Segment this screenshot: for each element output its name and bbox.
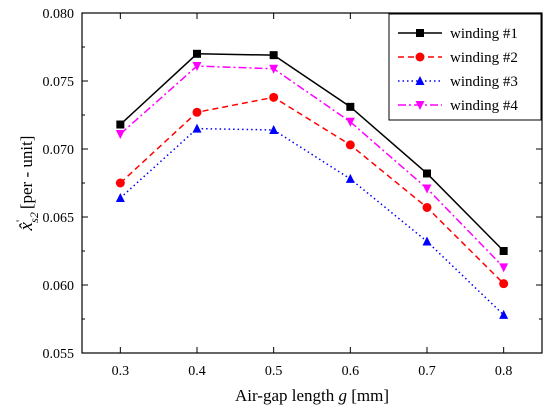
y-tick-label: 0.060: [43, 279, 75, 294]
y-axis-title: x̂'s2 [per - unit]: [13, 136, 41, 232]
series-line: [119, 65, 505, 268]
data-point: [422, 236, 432, 246]
x-tick-label: 0.3: [112, 364, 130, 379]
data-point: [499, 279, 509, 289]
data-point: [269, 124, 279, 134]
x-tick-label: 0.8: [495, 364, 513, 379]
data-point: [192, 123, 202, 133]
series-3: [115, 123, 509, 319]
data-point: [345, 173, 355, 183]
data-point: [423, 169, 431, 178]
legend-label: winding #1: [450, 26, 518, 42]
series-line: [119, 53, 505, 252]
data-point: [499, 309, 509, 319]
legend-marker: [415, 52, 425, 62]
series-1: [116, 49, 508, 255]
data-point: [269, 64, 279, 74]
data-point: [422, 184, 432, 194]
legend-label: winding #4: [450, 98, 518, 114]
y-tick-label: 0.080: [43, 7, 75, 22]
series-4: [115, 62, 509, 273]
axes: 0.3 0.4 0.5 0.6 0.7 0.8 0.055 0.060 0.065 0.070 0.…: [43, 7, 542, 379]
y-tick-label: 0.065: [43, 211, 75, 226]
legend-marker: [415, 76, 425, 85]
legend-box: [388, 13, 542, 121]
data-point: [346, 102, 355, 111]
data-point: [115, 130, 125, 140]
legend-label: winding #3: [450, 74, 518, 90]
y-tick-label: 0.075: [43, 75, 75, 90]
series-2: [115, 92, 509, 289]
legend: winding #1 winding #2 winding #3 winding #4: [388, 13, 542, 121]
legend-marker: [415, 101, 425, 110]
legend-item: winding #2: [398, 50, 518, 66]
data-point: [115, 178, 125, 188]
data-point: [345, 140, 355, 150]
series-line: [119, 127, 505, 316]
legend-item: winding #4: [398, 98, 518, 114]
data-point: [345, 117, 355, 127]
data-point: [116, 120, 125, 129]
y-axis-title-symbol: x̂: [16, 221, 37, 231]
legend-marker: [416, 29, 424, 37]
y-axis-title-prime: ': [13, 220, 27, 222]
data-point: [269, 92, 279, 102]
data-point: [499, 247, 508, 255]
x-tick-label: 0.7: [418, 364, 436, 379]
legend-item: winding #1: [398, 26, 518, 42]
data-point: [193, 49, 201, 58]
legend-label: winding #2: [450, 50, 518, 66]
legend-item: winding #3: [398, 74, 518, 90]
x-tick-label: 0.6: [342, 364, 360, 379]
data-point: [192, 62, 202, 72]
y-axis-title-unit: [per - unit]: [17, 136, 36, 210]
x-axis-title-unit: [mm]: [347, 386, 389, 405]
x-axis-title-var: g: [339, 386, 348, 405]
series-layer: [115, 49, 509, 319]
data-point: [499, 263, 509, 273]
x-axis-title: Air-gap length g [mm]: [235, 386, 389, 405]
series-line: [119, 96, 505, 285]
x-axis-title-pre: Air-gap length: [235, 386, 339, 405]
data-point: [192, 107, 202, 117]
data-point: [115, 192, 125, 202]
y-tick-label: 0.070: [43, 143, 75, 158]
x-tick-label: 0.4: [188, 364, 206, 379]
data-point: [422, 202, 432, 212]
svg-text:x̂'s2[per - unit]: x̂'s2 [per - unit]: [13, 136, 41, 232]
y-tick-label: 0.055: [43, 347, 75, 362]
y-axis-title-subscript: s2: [27, 212, 41, 223]
data-point: [269, 51, 278, 60]
x-tick-label: 0.5: [265, 364, 283, 379]
